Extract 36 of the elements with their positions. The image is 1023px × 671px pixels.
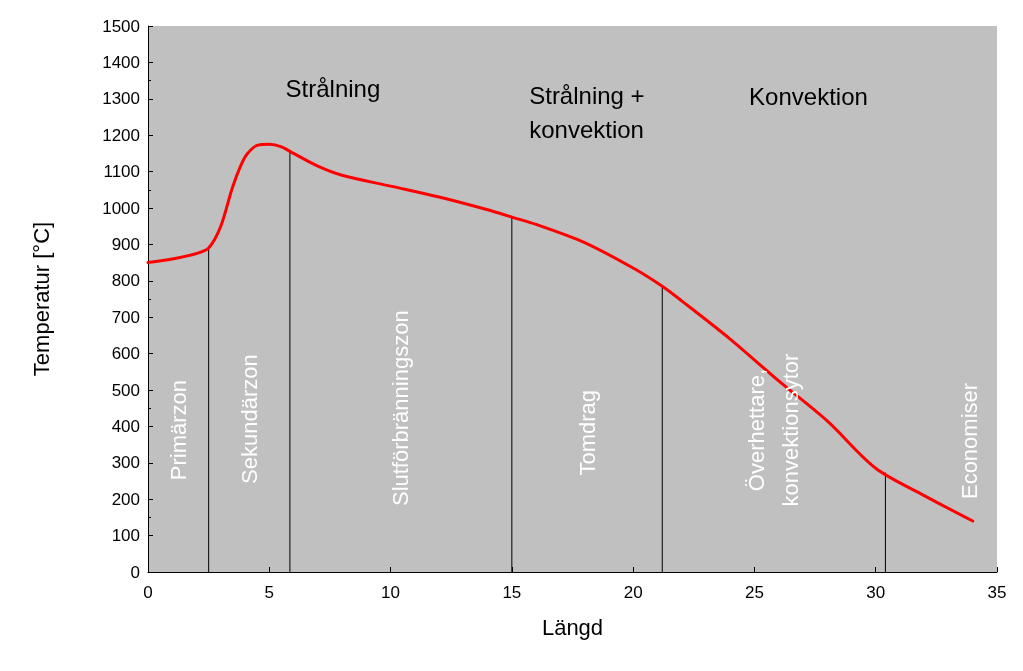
x-tick-label: 10 [381,583,401,602]
annotation: Strålning + konvektion [529,81,645,143]
y-tick-label: 800 [111,271,140,291]
x-tick-label: 15 [502,583,522,602]
annotation: Slutförbränningszon [388,310,414,507]
y-tick-label: 200 [111,489,140,509]
x-tick-label: 20 [623,583,643,602]
y-tick-label: 1100 [103,162,140,182]
y-tick-label: 700 [111,307,140,327]
y-tick-label: 1000 [102,198,140,218]
x-tick-label: 30 [866,583,886,602]
y-tick-label: 600 [111,344,140,364]
annotation: Primärzon [165,379,191,481]
y-tick-label: 1500 [102,16,140,36]
y-tick-label: 1400 [102,52,140,72]
y-tick-label: 300 [111,453,140,473]
annotation: Economiser [956,382,982,500]
annotation: Konvektion [749,83,868,111]
line-series [146,142,975,523]
annotation: Strålning [285,74,381,102]
x-tick-label: 35 [987,583,1007,602]
annotation: Tomdrag [574,389,600,476]
y-tick-label: 400 [111,416,140,436]
y-tick-label: 900 [111,234,140,254]
annotation: Sekundärzon [236,354,262,484]
y-tick-label: 100 [111,526,140,546]
y-tick-label: 1300 [102,89,140,109]
y-tick-label: 0 [130,562,140,582]
x-tick-label: 0 [143,583,153,602]
y-axis-title: Temperatur [°C] [28,221,54,377]
x-tick-label: 25 [744,583,764,602]
y-tick-label: 1200 [102,125,140,145]
x-axis-title: Längd [541,614,604,640]
annotation: Överhettare, konvektionsytor [744,353,804,507]
y-tick-label: 500 [111,380,140,400]
x-tick-label: 5 [264,583,275,602]
